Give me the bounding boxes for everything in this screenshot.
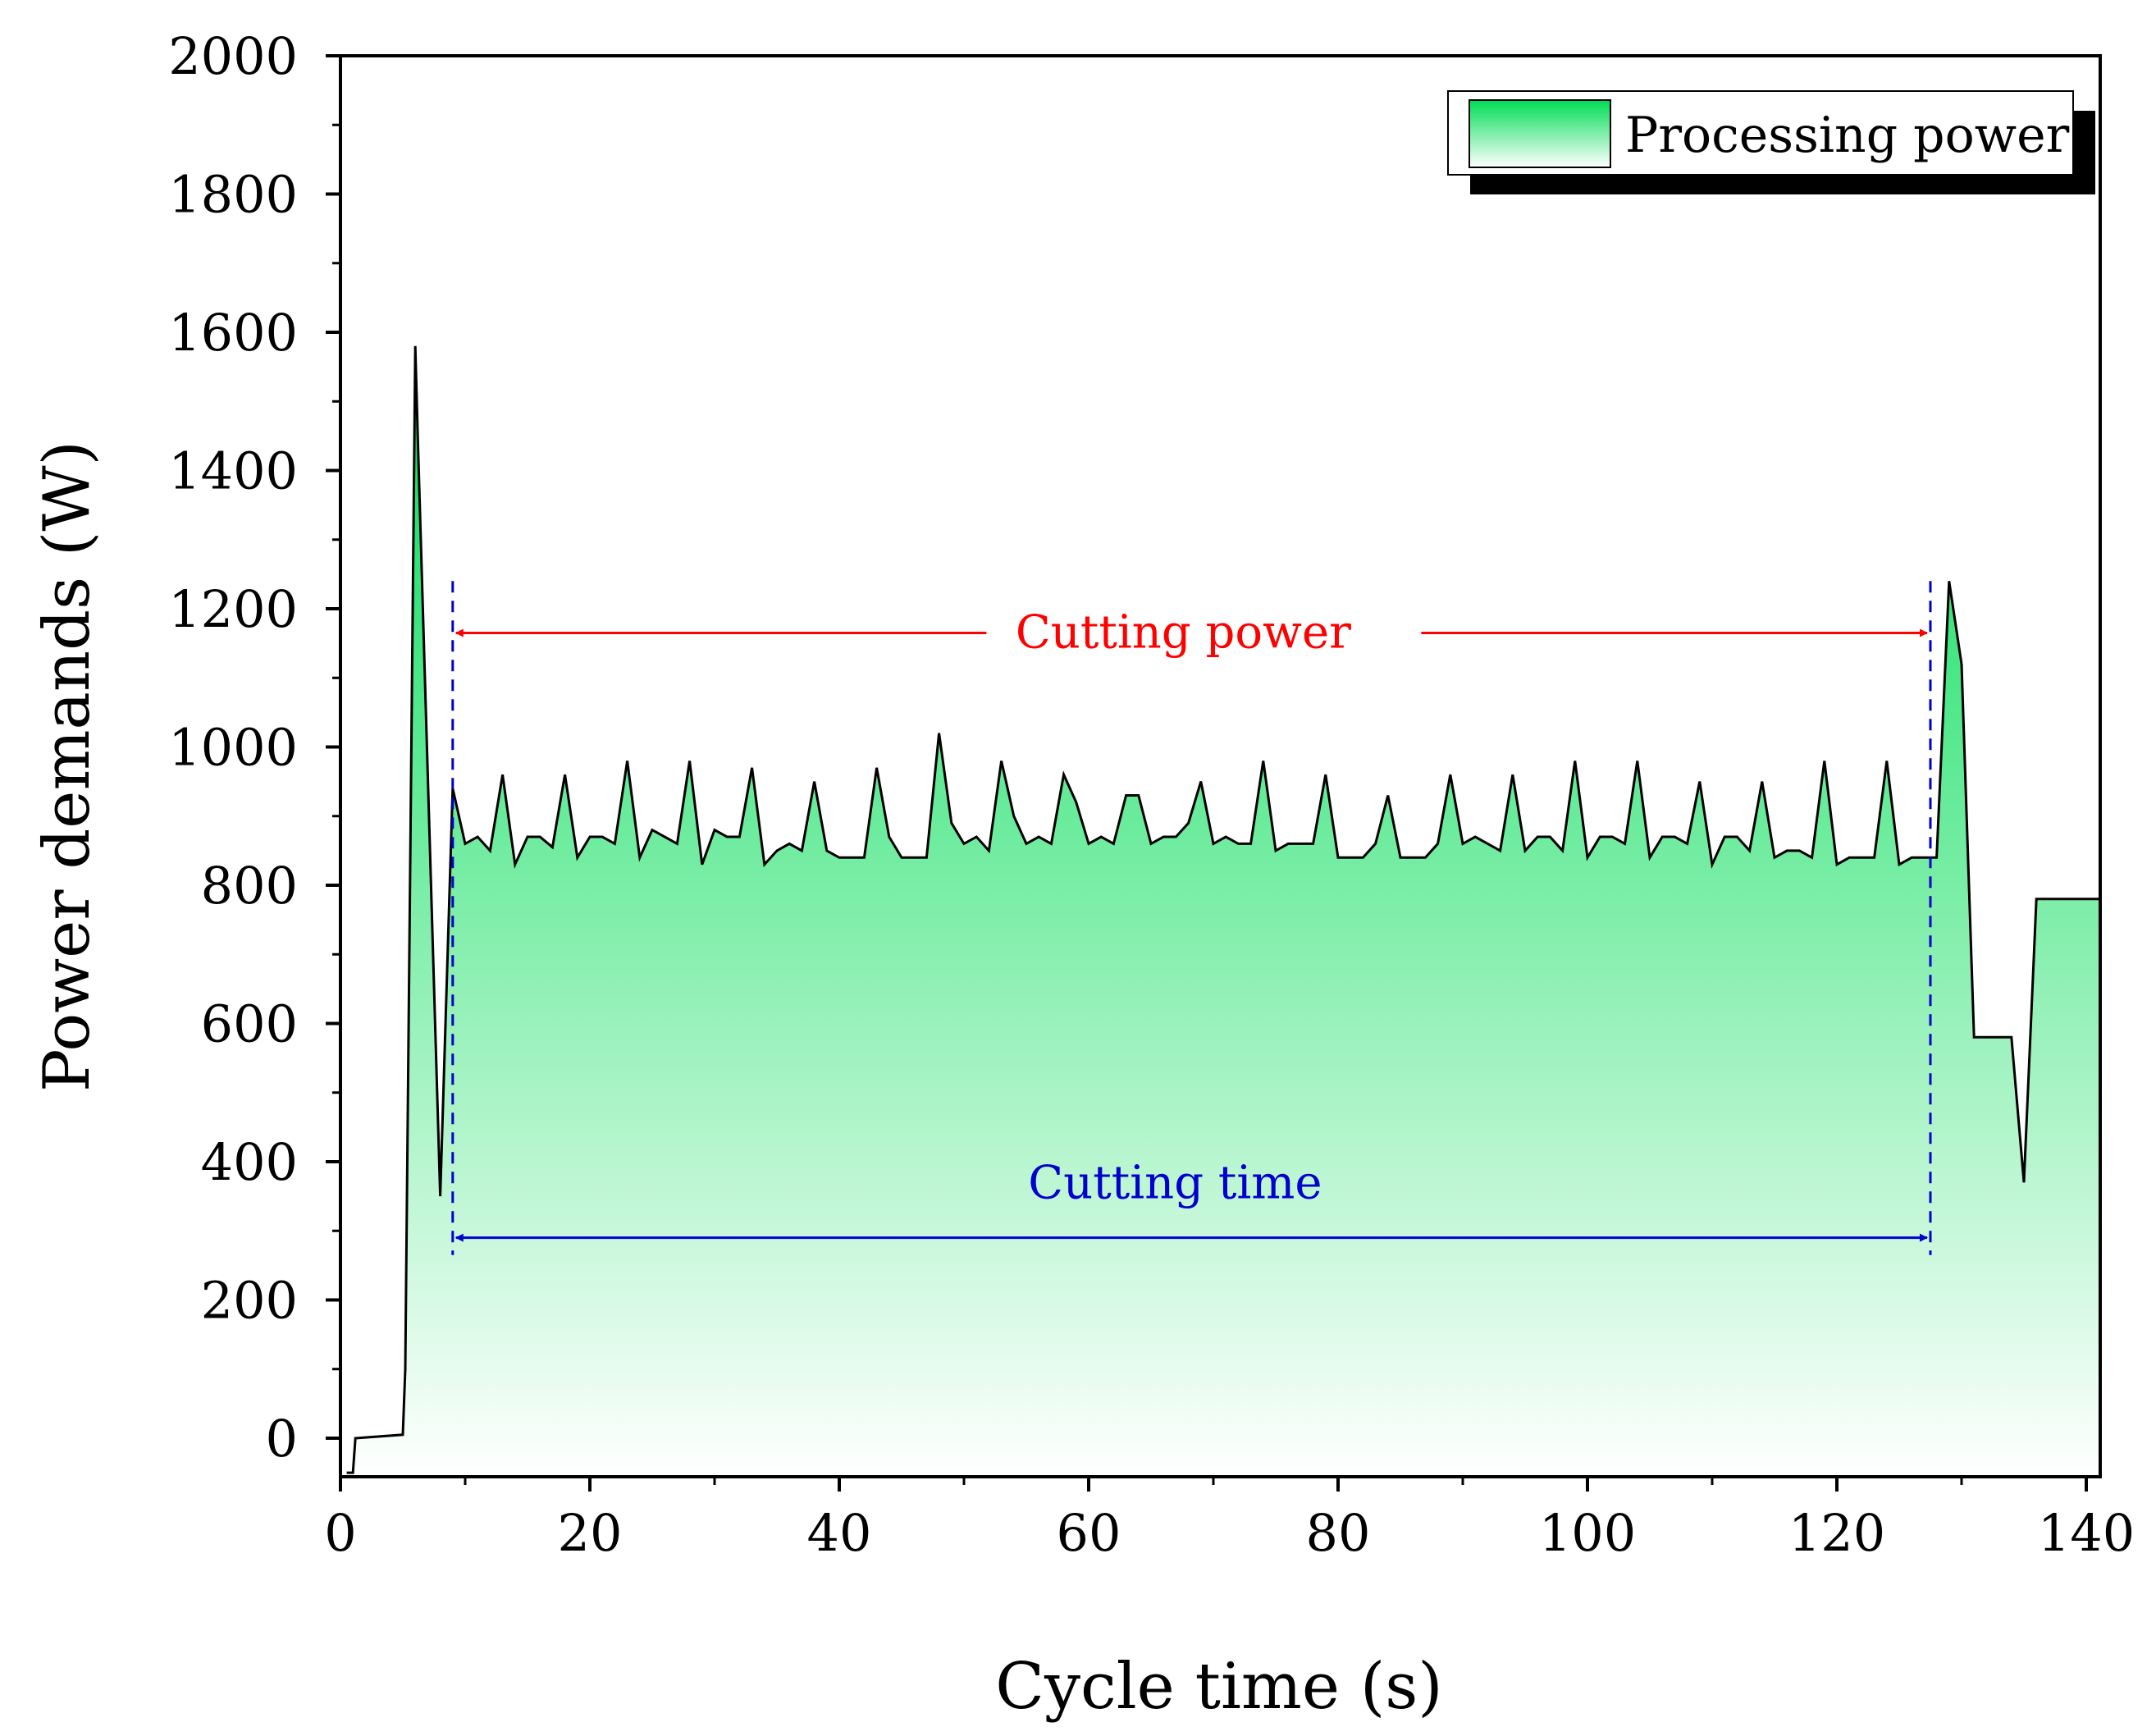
annotations: Cutting power Cutting time [451,581,1932,1255]
y-tick-label: 1600 [168,303,298,363]
y-tick-label: 1000 [168,718,298,778]
cutting-power-label: Cutting power [1016,605,1351,659]
x-axis: 0 20 40 60 80 100 120 140 [324,1477,2135,1563]
x-tick-label: 80 [1306,1503,1371,1563]
y-tick-label: 1800 [168,165,298,225]
plot-area [346,345,2099,1477]
y-tick-label: 0 [266,1409,298,1469]
processing-power-area [346,345,2099,1477]
y-axis-label: Power demands (W) [30,441,104,1092]
x-axis-label: Cycle time (s) [995,1650,1442,1724]
x-tick-label: 0 [324,1503,356,1563]
legend-label: Processing power [1625,107,2070,164]
x-tick-label: 140 [2038,1503,2135,1563]
cutting-time-label: Cutting time [1028,1157,1322,1210]
legend-swatch [1469,99,1611,168]
y-tick-label: 1200 [168,579,298,639]
y-tick-label: 600 [201,994,298,1054]
processing-power-line [346,345,2099,1474]
y-tick-label: 2000 [168,26,298,86]
legend: Processing power [1447,90,2095,194]
x-tick-label: 60 [1057,1503,1121,1563]
plot-frame [339,54,2102,1478]
y-tick-label: 400 [201,1132,298,1192]
x-tick-label: 20 [558,1503,623,1563]
x-tick-label: 120 [1788,1503,1885,1563]
x-tick-label: 40 [807,1503,872,1563]
y-tick-label: 800 [201,856,298,916]
y-axis: 0 200 400 600 800 1000 1200 1400 1600 1800 2000 [168,26,340,1469]
y-tick-label: 200 [201,1271,298,1331]
y-tick-label: 1400 [168,441,298,501]
x-tick-label: 100 [1539,1503,1636,1563]
